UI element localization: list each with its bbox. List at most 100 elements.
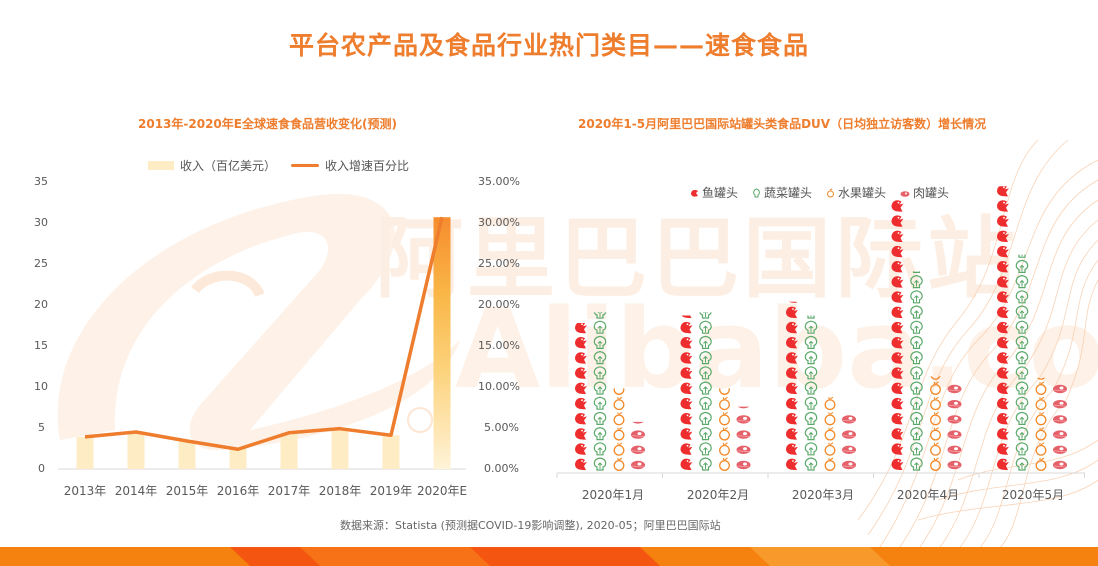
vegetable-icon <box>1015 396 1029 410</box>
fish-icon <box>891 291 904 303</box>
y-tick: 20 <box>34 298 48 311</box>
meat-icon <box>736 430 751 439</box>
fish-icon <box>997 321 1009 334</box>
fish-icon <box>891 367 904 379</box>
fish-icon <box>997 276 1009 288</box>
bottom-decorative-band <box>0 547 1098 566</box>
meat-icon <box>631 430 645 439</box>
vegetable-icon <box>804 411 818 425</box>
fish-icon <box>789 301 797 303</box>
y-tick: 5 <box>38 421 45 434</box>
y-tick: 25 <box>34 257 48 270</box>
fruit-icon <box>613 388 625 395</box>
meat-icon <box>900 190 910 197</box>
fruit-icon <box>930 427 941 441</box>
fruit-icon <box>824 427 836 441</box>
fish-icon <box>575 337 587 349</box>
y2-tick: 10.00% <box>478 380 520 393</box>
fruit-icon <box>1036 377 1046 380</box>
vegetable-icon <box>804 350 818 365</box>
fish-icon <box>786 397 798 410</box>
fruit-icon <box>824 457 836 471</box>
vegetable-icon <box>910 274 923 289</box>
vegetable-icon <box>593 457 607 471</box>
y2-tick: 5.00% <box>484 421 519 434</box>
vegetable-icon <box>699 320 712 334</box>
vegetable-icon <box>593 381 607 395</box>
vegetable-icon <box>910 335 923 349</box>
vegetable-icon <box>910 320 923 334</box>
vegetable-icon <box>593 411 607 425</box>
vegetable-icon <box>593 335 607 349</box>
fish-icon <box>680 428 693 440</box>
vegetable-icon <box>910 442 923 456</box>
fish-icon <box>575 458 587 470</box>
vegetable-icon <box>910 366 923 380</box>
vegetable-icon <box>699 335 712 349</box>
vegetable-icon <box>699 366 712 380</box>
vegetable-icon <box>1015 350 1029 365</box>
fish-icon <box>786 367 798 379</box>
vegetable-icon <box>593 350 607 365</box>
fruit-icon <box>827 188 835 197</box>
fruit-icon <box>719 457 730 471</box>
right-chart-legend: 鱼罐头 蔬菜罐头 水果罐头 肉罐头 <box>690 184 949 201</box>
x-tick: 2020年3月 <box>791 488 855 502</box>
legend-fruit-label: 水果罐头 <box>838 186 887 200</box>
meat-icon <box>1053 430 1067 439</box>
vegetable-icon <box>1015 335 1029 349</box>
vegetable-icon <box>1015 259 1029 273</box>
meat-icon <box>947 384 962 394</box>
legend-vegetable-label: 蔬菜罐头 <box>764 186 813 200</box>
vegetable-icon <box>593 320 607 334</box>
fish-icon <box>891 230 904 242</box>
fruit-icon <box>613 411 625 426</box>
meat-icon <box>842 445 856 454</box>
y-tick: 15 <box>34 339 48 352</box>
pictograph-columns <box>575 186 1067 471</box>
meat-icon <box>631 460 645 470</box>
vegetable-icon <box>699 350 712 365</box>
growth-line <box>84 216 444 452</box>
fish-icon <box>681 315 692 318</box>
fish-icon <box>786 352 798 364</box>
fruit-icon <box>1035 381 1047 395</box>
x-tick: 2014年 <box>114 484 158 498</box>
left-chart-title: 2013年-2020年E全球速食食品营收变化(预测) <box>138 117 397 131</box>
meat-icon <box>631 445 645 454</box>
fish-icon <box>680 443 693 455</box>
fish-icon <box>786 382 798 394</box>
fish-icon <box>891 200 904 212</box>
fish-icon <box>786 337 798 349</box>
revenue-bar <box>433 217 451 469</box>
fish-icon <box>680 382 693 394</box>
fish-icon <box>891 321 904 334</box>
fruit-icon <box>719 396 730 411</box>
vegetable-icon <box>593 426 607 441</box>
fish-icon <box>997 443 1009 455</box>
meat-icon <box>842 415 856 424</box>
meat-icon <box>1053 445 1067 454</box>
fish-icon <box>786 321 798 334</box>
fruit-icon <box>1035 427 1047 441</box>
vegetable-icon <box>912 271 921 273</box>
x-tick: 2019年 <box>369 484 413 498</box>
meat-icon <box>1053 460 1067 470</box>
y-tick: 10 <box>34 380 48 393</box>
fish-icon <box>997 337 1009 349</box>
fish-icon <box>997 413 1009 425</box>
y-tick: 0 <box>38 462 45 475</box>
fruit-icon <box>824 442 836 456</box>
fruit-icon <box>930 442 941 456</box>
fruit-icon <box>719 388 730 395</box>
meat-icon <box>947 430 962 439</box>
meat-icon <box>947 445 962 454</box>
revenue-bar <box>280 432 298 469</box>
fish-icon <box>575 443 587 455</box>
fruit-icon <box>930 381 941 395</box>
fish-icon <box>891 458 904 470</box>
vegetable-icon <box>910 381 923 395</box>
y2-tick: 25.00% <box>478 257 520 270</box>
meat-icon <box>842 430 856 439</box>
legend-fish-label: 鱼罐头 <box>702 186 739 200</box>
